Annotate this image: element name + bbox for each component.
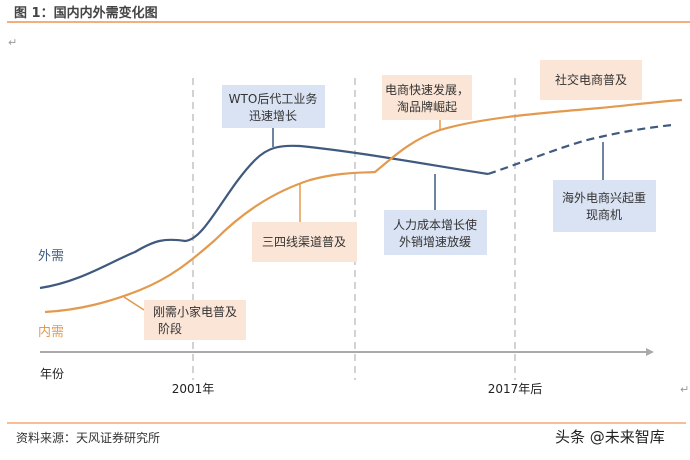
annotation-labor: 人力成本增长使 外销增速放缓 [384, 210, 487, 255]
annotation-social: 社交电商普及 [540, 60, 642, 100]
source-note: 资料来源：天风证券研究所 [16, 430, 160, 445]
return-mark: ↵ [8, 36, 17, 49]
axis-arrow-icon [646, 348, 654, 356]
external-demand-forecast [487, 123, 673, 176]
external-demand-curve [39, 144, 489, 290]
watermark: 头条 @未来智库 [555, 428, 665, 446]
annotation-lower-tier: 三四线渠道普及 [252, 222, 357, 262]
svg-text:阶段: 阶段 [158, 321, 182, 336]
svg-text:WTO后代工业务: WTO后代工业务 [229, 91, 318, 106]
svg-text:人力成本增长使: 人力成本增长使 [393, 217, 477, 232]
svg-text:电商快速发展，: 电商快速发展， [385, 82, 469, 97]
connectors [123, 120, 604, 311]
external-demand-label: 外需 [38, 249, 64, 264]
svg-text:迅速增长: 迅速增长 [249, 109, 297, 123]
svg-text:刚需小家电普及: 刚需小家电普及 [153, 304, 237, 319]
annotation-ecommerce: 电商快速发展， 淘品牌崛起 [382, 75, 472, 120]
annotation-appliance: 刚需小家电普及 阶段 [144, 300, 246, 340]
svg-text:三四线渠道普及: 三四线渠道普及 [262, 235, 346, 249]
svg-text:现商机: 现商机 [586, 207, 622, 222]
svg-text:海外电商兴起重: 海外电商兴起重 [562, 190, 646, 205]
svg-text:淘品牌崛起: 淘品牌崛起 [397, 99, 457, 114]
annotation-overseas: 海外电商兴起重 现商机 [553, 180, 656, 232]
svg-text:社交电商普及: 社交电商普及 [555, 72, 627, 87]
figure-title: 图 1：国内内外需变化图 [14, 5, 158, 21]
svg-text:外销增速放缓: 外销增速放缓 [399, 234, 471, 249]
axis-label: 年份 [40, 367, 64, 381]
domestic-demand-label: 内需 [38, 324, 64, 340]
domestic-demand-curve [44, 98, 683, 314]
tick-2017: 2017年后 [488, 382, 543, 396]
tick-2001: 2001年 [172, 382, 215, 396]
annotation-wto: WTO后代工业务 迅速增长 [222, 85, 325, 128]
return-mark-2: ↵ [680, 383, 689, 396]
